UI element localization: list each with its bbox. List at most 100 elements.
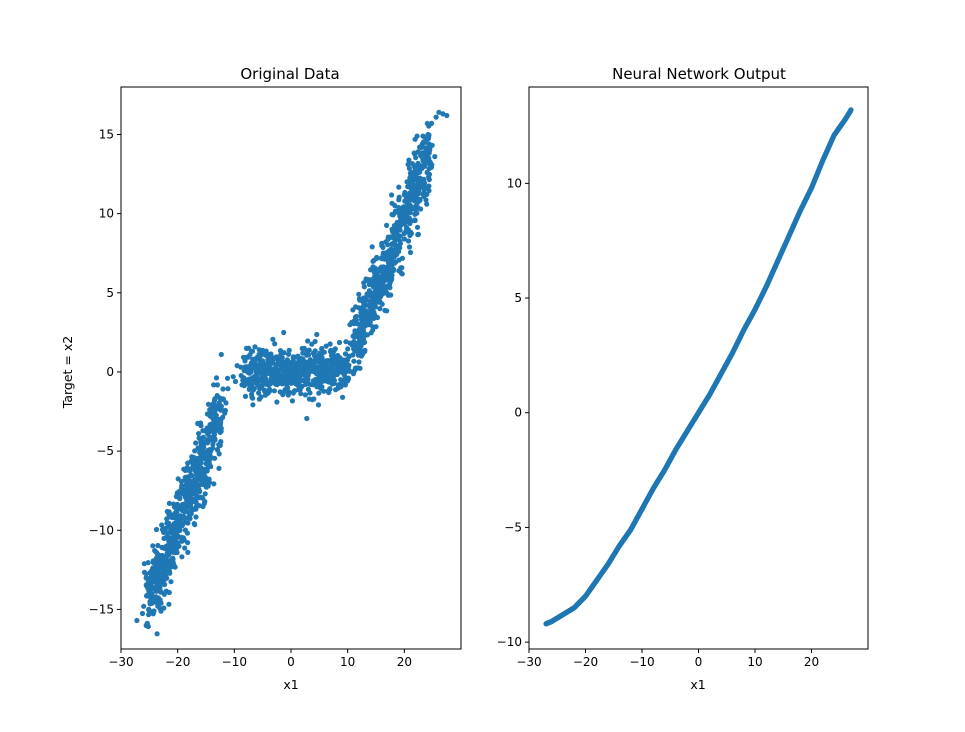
data-point bbox=[204, 440, 210, 446]
data-point bbox=[292, 367, 298, 373]
axes-frame bbox=[120, 86, 462, 650]
y-tick-label: 5 bbox=[106, 286, 114, 300]
data-point bbox=[396, 248, 402, 254]
data-point bbox=[185, 460, 191, 466]
data-point bbox=[281, 350, 287, 356]
data-point bbox=[260, 365, 266, 371]
data-point bbox=[153, 526, 160, 533]
data-point bbox=[232, 378, 239, 385]
data-point bbox=[150, 586, 156, 592]
data-point bbox=[422, 180, 428, 186]
data-point bbox=[151, 579, 157, 585]
data-point bbox=[145, 623, 151, 630]
data-point bbox=[422, 163, 428, 169]
x-tick-label: −30 bbox=[108, 655, 133, 669]
data-point bbox=[153, 594, 159, 600]
data-point bbox=[406, 157, 412, 163]
y-tick-label: 0 bbox=[514, 406, 522, 420]
data-point bbox=[224, 375, 231, 381]
data-point bbox=[320, 349, 326, 355]
data-point bbox=[323, 361, 329, 368]
data-point bbox=[339, 369, 345, 375]
data-point bbox=[145, 585, 151, 591]
data-point bbox=[848, 107, 854, 113]
data-point bbox=[353, 313, 359, 320]
data-point bbox=[367, 292, 373, 298]
data-point bbox=[399, 221, 405, 227]
data-point bbox=[261, 387, 267, 393]
data-point bbox=[374, 296, 380, 302]
data-point bbox=[331, 348, 337, 354]
data-point bbox=[167, 570, 173, 576]
data-point bbox=[163, 588, 169, 594]
data-point bbox=[388, 292, 394, 298]
data-point bbox=[279, 355, 285, 361]
data-point bbox=[166, 500, 172, 506]
data-point bbox=[234, 363, 240, 369]
data-point bbox=[162, 525, 169, 532]
data-point bbox=[318, 386, 324, 392]
data-point bbox=[314, 331, 320, 338]
data-point bbox=[350, 320, 356, 326]
subplot-title: Original Data bbox=[240, 65, 339, 83]
data-point bbox=[149, 600, 155, 606]
data-point bbox=[402, 205, 409, 211]
data-point bbox=[338, 361, 344, 367]
data-point bbox=[426, 183, 432, 189]
data-point bbox=[185, 549, 191, 556]
data-point bbox=[298, 356, 304, 362]
data-point bbox=[311, 360, 317, 366]
data-point bbox=[240, 354, 247, 360]
data-point bbox=[183, 482, 189, 488]
data-point bbox=[154, 568, 160, 575]
data-point bbox=[300, 350, 306, 356]
data-point bbox=[283, 388, 289, 394]
data-point bbox=[202, 491, 208, 497]
data-point bbox=[305, 386, 311, 392]
data-point bbox=[190, 463, 196, 469]
x-axis-label: x1 bbox=[283, 677, 298, 692]
data-point bbox=[296, 387, 302, 393]
x-tick-label: −10 bbox=[629, 655, 654, 669]
data-point bbox=[420, 157, 426, 163]
data-point bbox=[383, 239, 389, 245]
y-tick-label: 15 bbox=[99, 127, 114, 141]
data-point bbox=[373, 314, 379, 320]
data-point bbox=[396, 257, 402, 263]
data-point bbox=[417, 178, 423, 184]
data-point bbox=[310, 378, 316, 384]
data-point bbox=[208, 454, 214, 460]
data-point bbox=[357, 365, 363, 371]
data-point bbox=[150, 543, 156, 549]
data-point bbox=[186, 492, 192, 498]
data-point bbox=[352, 332, 358, 338]
data-point bbox=[249, 348, 255, 354]
data-point bbox=[204, 468, 210, 474]
data-point bbox=[304, 348, 310, 354]
data-point bbox=[289, 398, 295, 404]
data-point bbox=[414, 224, 421, 230]
data-point bbox=[409, 170, 416, 176]
data-point bbox=[149, 571, 155, 578]
data-point bbox=[182, 505, 189, 511]
data-point bbox=[139, 610, 146, 617]
data-point bbox=[420, 184, 426, 190]
data-point bbox=[198, 460, 204, 466]
data-point bbox=[390, 212, 396, 218]
data-point bbox=[426, 141, 432, 147]
data-point bbox=[347, 368, 353, 374]
data-point bbox=[182, 474, 188, 480]
data-point bbox=[252, 344, 258, 350]
data-point bbox=[290, 390, 296, 396]
x-tick-label: −20 bbox=[165, 655, 190, 669]
data-point bbox=[405, 161, 411, 167]
data-point bbox=[318, 372, 324, 378]
data-point bbox=[187, 467, 193, 473]
data-point bbox=[284, 358, 290, 364]
data-point bbox=[171, 561, 177, 568]
data-point bbox=[397, 233, 403, 239]
data-point bbox=[206, 479, 212, 485]
data-point bbox=[403, 224, 409, 230]
scatter-points bbox=[543, 107, 854, 627]
data-point bbox=[428, 120, 435, 126]
